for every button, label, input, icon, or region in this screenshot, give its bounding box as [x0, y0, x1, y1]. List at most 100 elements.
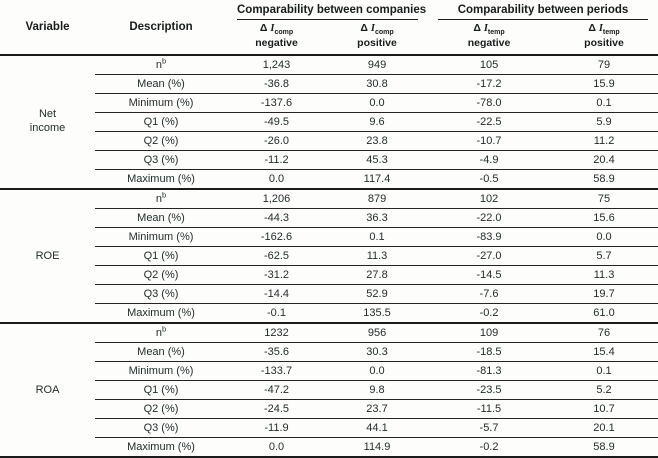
value-cell: -62.5	[227, 246, 326, 266]
table-row: Q1 (%) -47.2 9.8 -23.5 5.2	[0, 380, 658, 400]
table-row: Minimum (%) -162.6 0.1 -83.9 0.0	[0, 227, 658, 247]
subheader-temp-positive: Δ Itemp positive	[550, 20, 658, 57]
description-cell: Minimum (%)	[95, 93, 227, 113]
description-cell: Q3 (%)	[95, 418, 227, 438]
value-cell: 9.8	[326, 380, 429, 400]
description-cell: Q1 (%)	[95, 112, 227, 132]
description-cell: Q1 (%)	[95, 380, 227, 400]
value-cell: -133.7	[227, 361, 326, 381]
description-cell: Maximum (%)	[95, 303, 227, 324]
subheader-temp-negative: Δ Itemp negative	[428, 20, 551, 57]
delta-symbol: Δ	[259, 22, 271, 34]
value-cell: 0.1	[326, 227, 429, 247]
value-cell: 0.0	[227, 437, 326, 458]
table-row: ROA nb 1232 956 109 76	[0, 322, 658, 458]
table-row: Q3 (%) -14.4 52.9 -7.6 19.7	[0, 284, 658, 304]
value-cell: 19.7	[550, 284, 658, 304]
value-cell: -17.2	[428, 74, 551, 94]
superscript-note: b	[161, 56, 167, 66]
value-cell: 0.0	[326, 93, 429, 113]
table-row: ROE nb 1,206 879 102 75	[0, 188, 658, 324]
value-cell: 15.4	[550, 342, 658, 362]
sign-label: positive	[357, 37, 397, 50]
value-cell: 23.7	[326, 399, 429, 419]
value-cell: -35.6	[227, 342, 326, 362]
value-cell: 135.5	[326, 303, 429, 324]
index-subscript: comp	[274, 29, 294, 37]
index-subscript: temp	[602, 29, 620, 37]
value-cell: 15.9	[550, 74, 658, 94]
description-cell: Minimum (%)	[95, 227, 227, 247]
value-cell: 102	[428, 188, 551, 209]
value-cell: 5.7	[550, 246, 658, 266]
value-cell: 20.1	[550, 418, 658, 438]
value-cell: 105	[428, 54, 551, 75]
value-cell: -0.1	[227, 303, 326, 324]
value-cell: -7.6	[428, 284, 551, 304]
value-cell: -162.6	[227, 227, 326, 247]
index-symbol: I	[598, 23, 603, 34]
subheader-comp-positive: Δ Icomp positive	[326, 20, 429, 57]
value-cell: 0.0	[326, 361, 429, 381]
value-cell: 30.3	[326, 342, 429, 362]
group-header-companies-label: Comparability between companies	[237, 4, 426, 20]
value-cell: 36.3	[326, 208, 429, 228]
description-cell: Mean (%)	[95, 74, 227, 94]
value-cell: 15.6	[550, 208, 658, 228]
table-row: Maximum (%) 0.0 114.9 -0.2 58.9	[0, 437, 658, 458]
table-row: Minimum (%) -133.7 0.0 -81.3 0.1	[0, 361, 658, 381]
value-cell: 61.0	[550, 303, 658, 324]
description-cell: Q2 (%)	[95, 399, 227, 419]
value-cell: -10.7	[428, 131, 551, 151]
section-net-income: Net income nb 1,243 949 105 79 Mean (%) …	[0, 54, 658, 190]
superscript-note: b	[161, 324, 167, 334]
table-row: Minimum (%) -137.6 0.0 -78.0 0.1	[0, 93, 658, 113]
value-cell: -0.5	[428, 169, 551, 190]
value-cell: -14.5	[428, 265, 551, 285]
table-row: Q1 (%) -49.5 9.6 -22.5 5.9	[0, 112, 658, 132]
value-cell: 879	[326, 188, 429, 209]
table-row: Mean (%) -36.8 30.8 -17.2 15.9	[0, 74, 658, 94]
value-cell: -36.8	[227, 74, 326, 94]
table-row: Mean (%) -35.6 30.3 -18.5 15.4	[0, 342, 658, 362]
value-cell: 1232	[227, 322, 326, 343]
value-cell: -11.2	[227, 150, 326, 170]
column-header-description: Description	[95, 0, 227, 57]
table-row: Q2 (%) -31.2 27.8 -14.5 11.3	[0, 265, 658, 285]
value-cell: 1,206	[227, 188, 326, 209]
value-cell: -44.3	[227, 208, 326, 228]
variable-cell: ROE	[0, 188, 95, 324]
table-row: Maximum (%) -0.1 135.5 -0.2 61.0	[0, 303, 658, 324]
value-cell: -83.9	[428, 227, 551, 247]
value-cell: 11.3	[326, 246, 429, 266]
group-header-companies: Comparability between companies	[227, 0, 428, 20]
value-cell: -81.3	[428, 361, 551, 381]
value-cell: 117.4	[326, 169, 429, 190]
description-cell: Mean (%)	[95, 342, 227, 362]
value-cell: -5.7	[428, 418, 551, 438]
value-cell: 114.9	[326, 437, 429, 458]
value-cell: 44.1	[326, 418, 429, 438]
table-row: Q2 (%) -26.0 23.8 -10.7 11.2	[0, 131, 658, 151]
value-cell: 79	[550, 54, 658, 75]
value-cell: 75	[550, 188, 658, 209]
value-cell: 20.4	[550, 150, 658, 170]
value-cell: 9.6	[326, 112, 429, 132]
value-cell: 5.9	[550, 112, 658, 132]
variable-label: ROA	[35, 384, 60, 397]
description-cell: Minimum (%)	[95, 361, 227, 381]
value-cell: -0.2	[428, 437, 551, 458]
value-cell: -27.0	[428, 246, 551, 266]
section-roa: ROA nb 1232 956 109 76 Mean (%) -35.6 30…	[0, 322, 658, 458]
description-cell: Mean (%)	[95, 208, 227, 228]
subheader-comp-negative: Δ Icomp negative	[227, 20, 326, 57]
description-cell: Maximum (%)	[95, 437, 227, 458]
description-cell: Q2 (%)	[95, 131, 227, 151]
index-subscript: temp	[487, 29, 505, 37]
sign-label: positive	[584, 37, 624, 50]
sign-label: negative	[255, 37, 298, 50]
value-cell: 0.0	[227, 169, 326, 190]
description-cell: Q1 (%)	[95, 246, 227, 266]
table-row: Net income nb 1,243 949 105 79	[0, 54, 658, 190]
